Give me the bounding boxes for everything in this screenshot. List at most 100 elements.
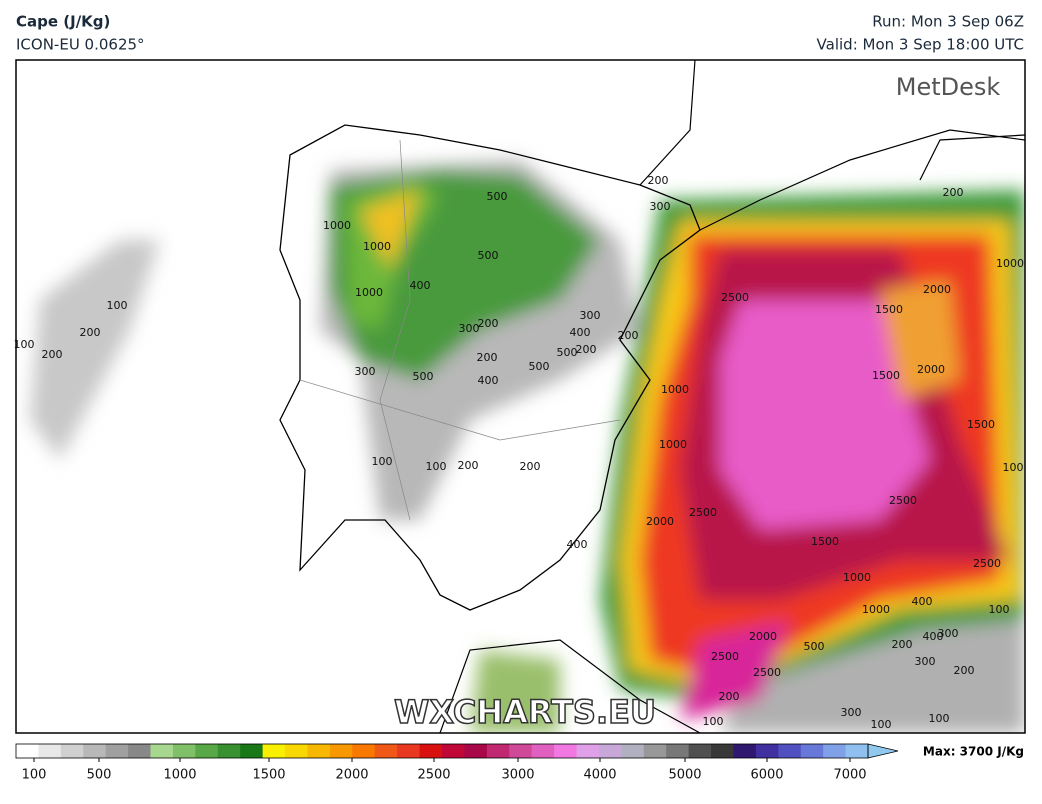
contour-label: 1000 [862, 603, 890, 616]
contour-label: 1000 [661, 383, 689, 396]
colorbar-swatch [531, 744, 555, 758]
colorbar-swatch [509, 744, 533, 758]
contour-label: 500 [487, 190, 508, 203]
colorbar-swatch [352, 744, 376, 758]
contour-label: 1500 [872, 369, 900, 382]
contour-label: 200 [648, 174, 669, 187]
contour-label: 200 [943, 186, 964, 199]
contour-label: 100 [107, 299, 128, 312]
map-frame [15, 59, 1026, 734]
colorbar-swatch [554, 744, 578, 758]
colorbar-swatch [374, 744, 398, 758]
contour-label: 1000 [355, 286, 383, 299]
colorbar-swatch [150, 744, 174, 758]
colorbar-swatch [464, 744, 488, 758]
colorbar-swatch [240, 744, 264, 758]
contour-label: 200 [458, 459, 479, 472]
contour-label: 300 [841, 706, 862, 719]
colorbar-swatch [195, 744, 219, 758]
contour-label: 100 [989, 603, 1010, 616]
contour-label: 2500 [753, 666, 781, 679]
contour-label: 200 [478, 317, 499, 330]
colorbar-frame [15, 743, 869, 759]
colorbar-max: Max: 3700 J/Kg [923, 745, 1024, 759]
colorbar-swatch [307, 744, 331, 758]
contour-label: 2500 [721, 291, 749, 304]
colorbar-swatch [217, 744, 241, 758]
contour-label: 200 [80, 326, 101, 339]
contour-label: 400 [923, 630, 944, 643]
contour-label: 2500 [973, 557, 1001, 570]
contour-label: 200 [576, 343, 597, 356]
colorbar-tick-label: 500 [87, 768, 112, 783]
colorbar-swatch [800, 744, 824, 758]
contour-label: 1000 [659, 438, 687, 451]
contour-label: 100 [426, 460, 447, 473]
colorbar-swatch [285, 744, 308, 758]
colorbar-swatch [711, 744, 734, 758]
colorbar-swatch [598, 744, 622, 758]
contour-label: 300 [938, 627, 959, 640]
contour-label: 200 [954, 664, 975, 677]
colorbar-swatch [262, 744, 286, 758]
contour-label: 2500 [689, 506, 717, 519]
contour-label: 400 [410, 279, 431, 292]
colorbar-swatch [329, 744, 353, 758]
model: ICON-EU 0.0625° [16, 36, 145, 54]
contour-label: 400 [912, 595, 933, 608]
colorbar-tick-label: 2000 [335, 768, 368, 783]
colorbar-swatch [172, 744, 196, 758]
colorbar-swatch [83, 744, 107, 758]
colorbar-swatch [643, 744, 667, 758]
contour-label: 500 [804, 640, 825, 653]
colorbar-arrow [867, 743, 899, 759]
map [16, 60, 1025, 733]
colorbar-tick-label: 6000 [750, 768, 783, 783]
contour-label: 1000 [996, 257, 1024, 270]
colorbar-tick-label: 1000 [163, 768, 196, 783]
colorbar-tick-label: 7000 [833, 768, 866, 783]
colorbar-swatch [16, 744, 39, 758]
colorbar-swatch [128, 744, 152, 758]
contour-label: 1500 [967, 418, 995, 431]
colorbar-swatch [60, 744, 84, 758]
colorbar-swatch [733, 744, 757, 758]
contour-label: 500 [557, 346, 578, 359]
contour-label: 2000 [917, 363, 945, 376]
contour-label: 400 [478, 374, 499, 387]
contour-label: 100 [929, 712, 950, 725]
colorbar-tick-label: 1500 [252, 768, 285, 783]
watermark: WXCHARTS.EU [394, 693, 656, 731]
contour-label: 2000 [749, 630, 777, 643]
contour-label: 200 [477, 351, 498, 364]
contour-label: 200 [892, 638, 913, 651]
contour-label: 1000 [363, 240, 391, 253]
colorbar-swatch [823, 744, 847, 758]
colorbar-swatch [621, 744, 645, 758]
contour-label: 300 [459, 322, 480, 335]
title: Cape (J/Kg) [16, 13, 110, 31]
contour-label: 500 [413, 370, 434, 383]
contour-label: 500 [478, 249, 499, 262]
logo: MetDesk [896, 73, 1001, 101]
contour-label: 100 [14, 338, 35, 351]
colorbar-swatch [419, 744, 443, 758]
colorbar-tick-label: 3000 [501, 768, 534, 783]
contour-label: 500 [529, 360, 550, 373]
colorbar-swatch [666, 744, 690, 758]
contour-label: 400 [570, 326, 591, 339]
colorbar-swatch [755, 744, 779, 758]
colorbar-swatch [105, 744, 129, 758]
colorbar: 100 500 1000 1500 2000 2500 3000 4000 5000 6000 70… [15, 743, 899, 783]
colorbar-swatch [442, 744, 465, 758]
run: Run: Mon 3 Sep 06Z [872, 13, 1024, 31]
colorbar-tick-label: 5000 [668, 768, 701, 783]
contour-label: 300 [650, 200, 671, 213]
contour-label: 1500 [875, 303, 903, 316]
colorbar-tick-label: 4000 [583, 768, 616, 783]
contour-label: 200 [520, 460, 541, 473]
colorbar-swatch [486, 744, 510, 758]
contour-label: 200 [42, 348, 63, 361]
contour-label: 100 [1003, 461, 1024, 474]
